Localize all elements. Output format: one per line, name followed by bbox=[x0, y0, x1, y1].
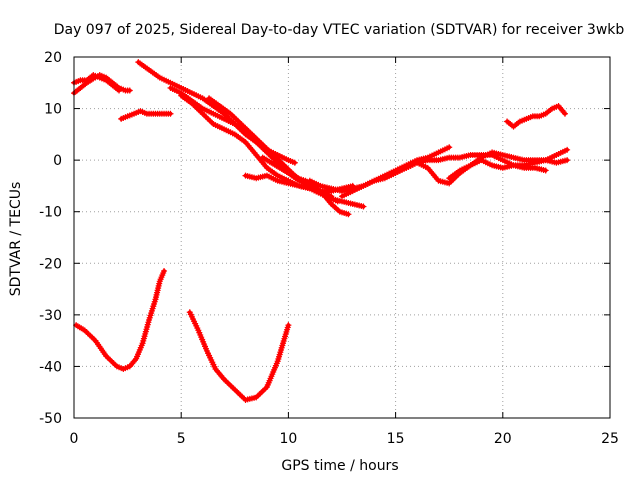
data-point bbox=[167, 110, 174, 117]
series-arc-2 bbox=[71, 72, 123, 94]
chart-title: Day 097 of 2025, Sidereal Day-to-day VTE… bbox=[54, 22, 625, 38]
axis-ticks: 0 5 10 15 20 25 20 10 0 -10 -20 -30 -40 -50 bbox=[39, 50, 619, 447]
x-axis-label: GPS time / hours bbox=[281, 458, 398, 474]
series-arc-3 bbox=[118, 108, 174, 122]
plot-frame bbox=[73, 56, 611, 419]
y-tick-label: 20 bbox=[44, 50, 62, 66]
y-axis-label: SDTVAR / TECUs bbox=[8, 182, 24, 297]
series-arc-13 bbox=[446, 149, 571, 182]
y-tick-label: 10 bbox=[44, 102, 62, 118]
series-trace bbox=[187, 310, 291, 402]
data-point bbox=[564, 146, 571, 153]
data-points bbox=[71, 59, 571, 403]
data-point bbox=[291, 159, 298, 166]
x-tick-label: 15 bbox=[387, 431, 405, 447]
series-arc-14 bbox=[504, 102, 568, 130]
y-tick-label: 0 bbox=[53, 153, 62, 169]
x-tick-label: 25 bbox=[601, 431, 619, 447]
data-point bbox=[564, 157, 571, 164]
series-arc-12 bbox=[403, 146, 571, 187]
data-point bbox=[360, 203, 367, 210]
series-arc-15 bbox=[73, 268, 168, 373]
y-tick-label: -10 bbox=[39, 205, 62, 221]
data-point bbox=[285, 322, 292, 329]
y-tick-label: -20 bbox=[39, 256, 62, 272]
x-tick-label: 20 bbox=[494, 431, 512, 447]
y-tick-label: -30 bbox=[39, 308, 62, 324]
series-arc-16 bbox=[186, 309, 292, 403]
series-trace bbox=[340, 152, 548, 199]
data-point bbox=[561, 110, 568, 117]
data-point bbox=[542, 167, 549, 174]
x-tick-label: 5 bbox=[177, 431, 186, 447]
data-point bbox=[116, 87, 123, 94]
grid-lines bbox=[74, 57, 610, 418]
x-tick-label: 0 bbox=[70, 431, 79, 447]
x-tick-label: 10 bbox=[279, 431, 297, 447]
data-point bbox=[126, 87, 133, 94]
data-point bbox=[345, 211, 352, 218]
y-tick-label: -40 bbox=[39, 359, 62, 375]
y-tick-label: -50 bbox=[39, 411, 62, 427]
series-arc-9 bbox=[259, 154, 352, 218]
data-point bbox=[161, 268, 168, 275]
data-point bbox=[446, 144, 453, 151]
